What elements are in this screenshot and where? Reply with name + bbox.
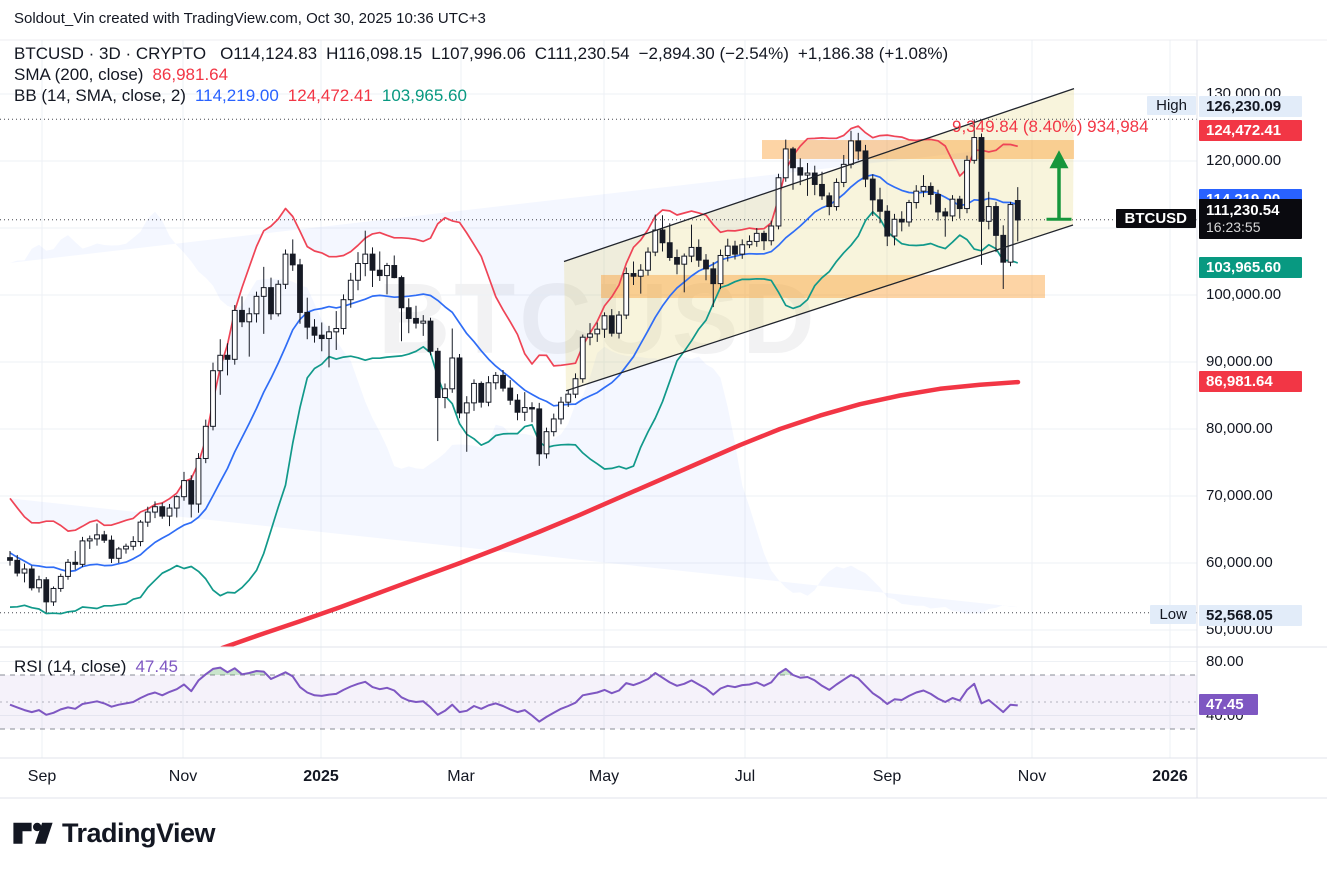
legend-change: −2,894.30 (−2.54%) (638, 44, 789, 63)
time-axis-label[interactable]: 2026 (1152, 768, 1188, 785)
rsi-band (0, 675, 1197, 729)
price-tick-label: 80,000.00 (1206, 420, 1273, 437)
channel-upper-line (563, 88, 1075, 263)
bb-fill (10, 126, 1018, 614)
low-tag: Low (1150, 604, 1196, 624)
price-tick-label: 60,000.00 (1206, 554, 1273, 571)
price-tick-label: 120,000.00 (1206, 152, 1282, 169)
arrow-head (1049, 150, 1069, 169)
legend-bar-change: +1,186.38 (+1.08%) (797, 44, 949, 63)
channel-lower-line (565, 224, 1074, 392)
price-tick-label: 90,000.00 (1206, 353, 1273, 370)
legend-sma-row[interactable]: SMA (200, close) 86,981.64 (14, 65, 228, 85)
legend-close: C111,230.54 (534, 44, 630, 63)
price-tick-label: 100,000.00 (1206, 286, 1282, 303)
sma-indicator-value: 86,981.64 (152, 65, 229, 84)
legend-bb-row[interactable]: BB (14, SMA, close, 2) 114,219.00 124,47… (14, 86, 467, 106)
bb-basis-value: 114,219.00 (194, 86, 279, 105)
price-tick-label: 70,000.00 (1206, 487, 1273, 504)
tradingview-logo-icon (13, 822, 53, 844)
symbol-watermark: BTCUSD (378, 262, 819, 377)
time-axis-label[interactable]: Sep (27, 768, 57, 785)
rsi-badge: 47.45 (1199, 694, 1258, 716)
price-badge-bb-upper: 124,472.41 (1199, 120, 1302, 142)
time-axis-label[interactable]: Sep (872, 768, 902, 785)
rsi-indicator-value: 47.45 (135, 657, 178, 676)
sma-indicator-label[interactable]: SMA (200, close) (14, 65, 144, 84)
candles (7, 119, 1021, 613)
demand-zone[interactable] (601, 274, 1045, 299)
time-axis-label[interactable]: Nov (1017, 768, 1047, 785)
btcusd-tag: BTCUSD (1115, 208, 1196, 228)
bb-lower-value: 103,965.60 (381, 86, 467, 105)
price-badge-bb-lower: 103,965.60 (1199, 257, 1302, 279)
rsi-line (9, 666, 1018, 723)
bb-basis-line (9, 173, 1018, 573)
time-axis-label[interactable]: Nov (168, 768, 198, 785)
high-tag: High (1147, 96, 1196, 116)
rsi-indicator-label[interactable]: RSI (14, close) (14, 657, 127, 676)
time-axis-label[interactable]: May (588, 768, 620, 785)
rsi-pane[interactable] (0, 666, 1197, 730)
tradingview-logo[interactable]: TradingView (12, 818, 216, 849)
price-badge-last-price: 111,230.54 16:23:55 (1199, 198, 1302, 239)
tradingview-logo-text: TradingView (62, 818, 216, 848)
legend-rsi-row[interactable]: RSI (14, close) 47.45 (14, 657, 178, 677)
legend-symbol[interactable]: BTCUSD · 3D · CRYPTO (14, 44, 207, 63)
price-badge-sma-value: 86,981.64 (1199, 371, 1302, 393)
time-axis-label[interactable]: Jul (734, 768, 756, 785)
legend-symbol-row[interactable]: BTCUSD · 3D · CRYPTO O114,124.83 H116,09… (14, 44, 948, 64)
legend-high: H116,098.15 (326, 44, 423, 63)
bb-lower-line (9, 210, 1019, 615)
pane-separators (0, 39, 1327, 799)
price-pane[interactable] (0, 88, 1197, 648)
legend-low: L107,996.06 (431, 44, 526, 63)
price-badge-high-value: 126,230.09 (1199, 96, 1302, 118)
drawings-overlay[interactable] (563, 88, 1075, 392)
rsi-overbought-fill (778, 668, 793, 675)
supply-zone[interactable] (762, 140, 1074, 159)
bb-indicator-label[interactable]: BB (14, SMA, close, 2) (14, 86, 186, 105)
channel-fill (564, 88, 1074, 391)
time-axis-label[interactable]: Mar (447, 768, 475, 785)
attribution-text: Soldout_Vin created with TradingView.com… (14, 10, 486, 27)
rsi-tick-label: 80.00 (1206, 652, 1244, 670)
bb-upper-line (9, 125, 1018, 532)
time-axis-label[interactable]: 2025 (303, 768, 339, 785)
range-annotation-text[interactable]: 9,349.84 (8.40%) 934,984 (952, 117, 1149, 136)
bb-upper-value: 124,472.41 (287, 86, 373, 105)
legend-open: O114,124.83 (220, 44, 318, 63)
sma200-line (220, 379, 1021, 647)
price-badge-low-value: 52,568.05 (1199, 604, 1302, 626)
